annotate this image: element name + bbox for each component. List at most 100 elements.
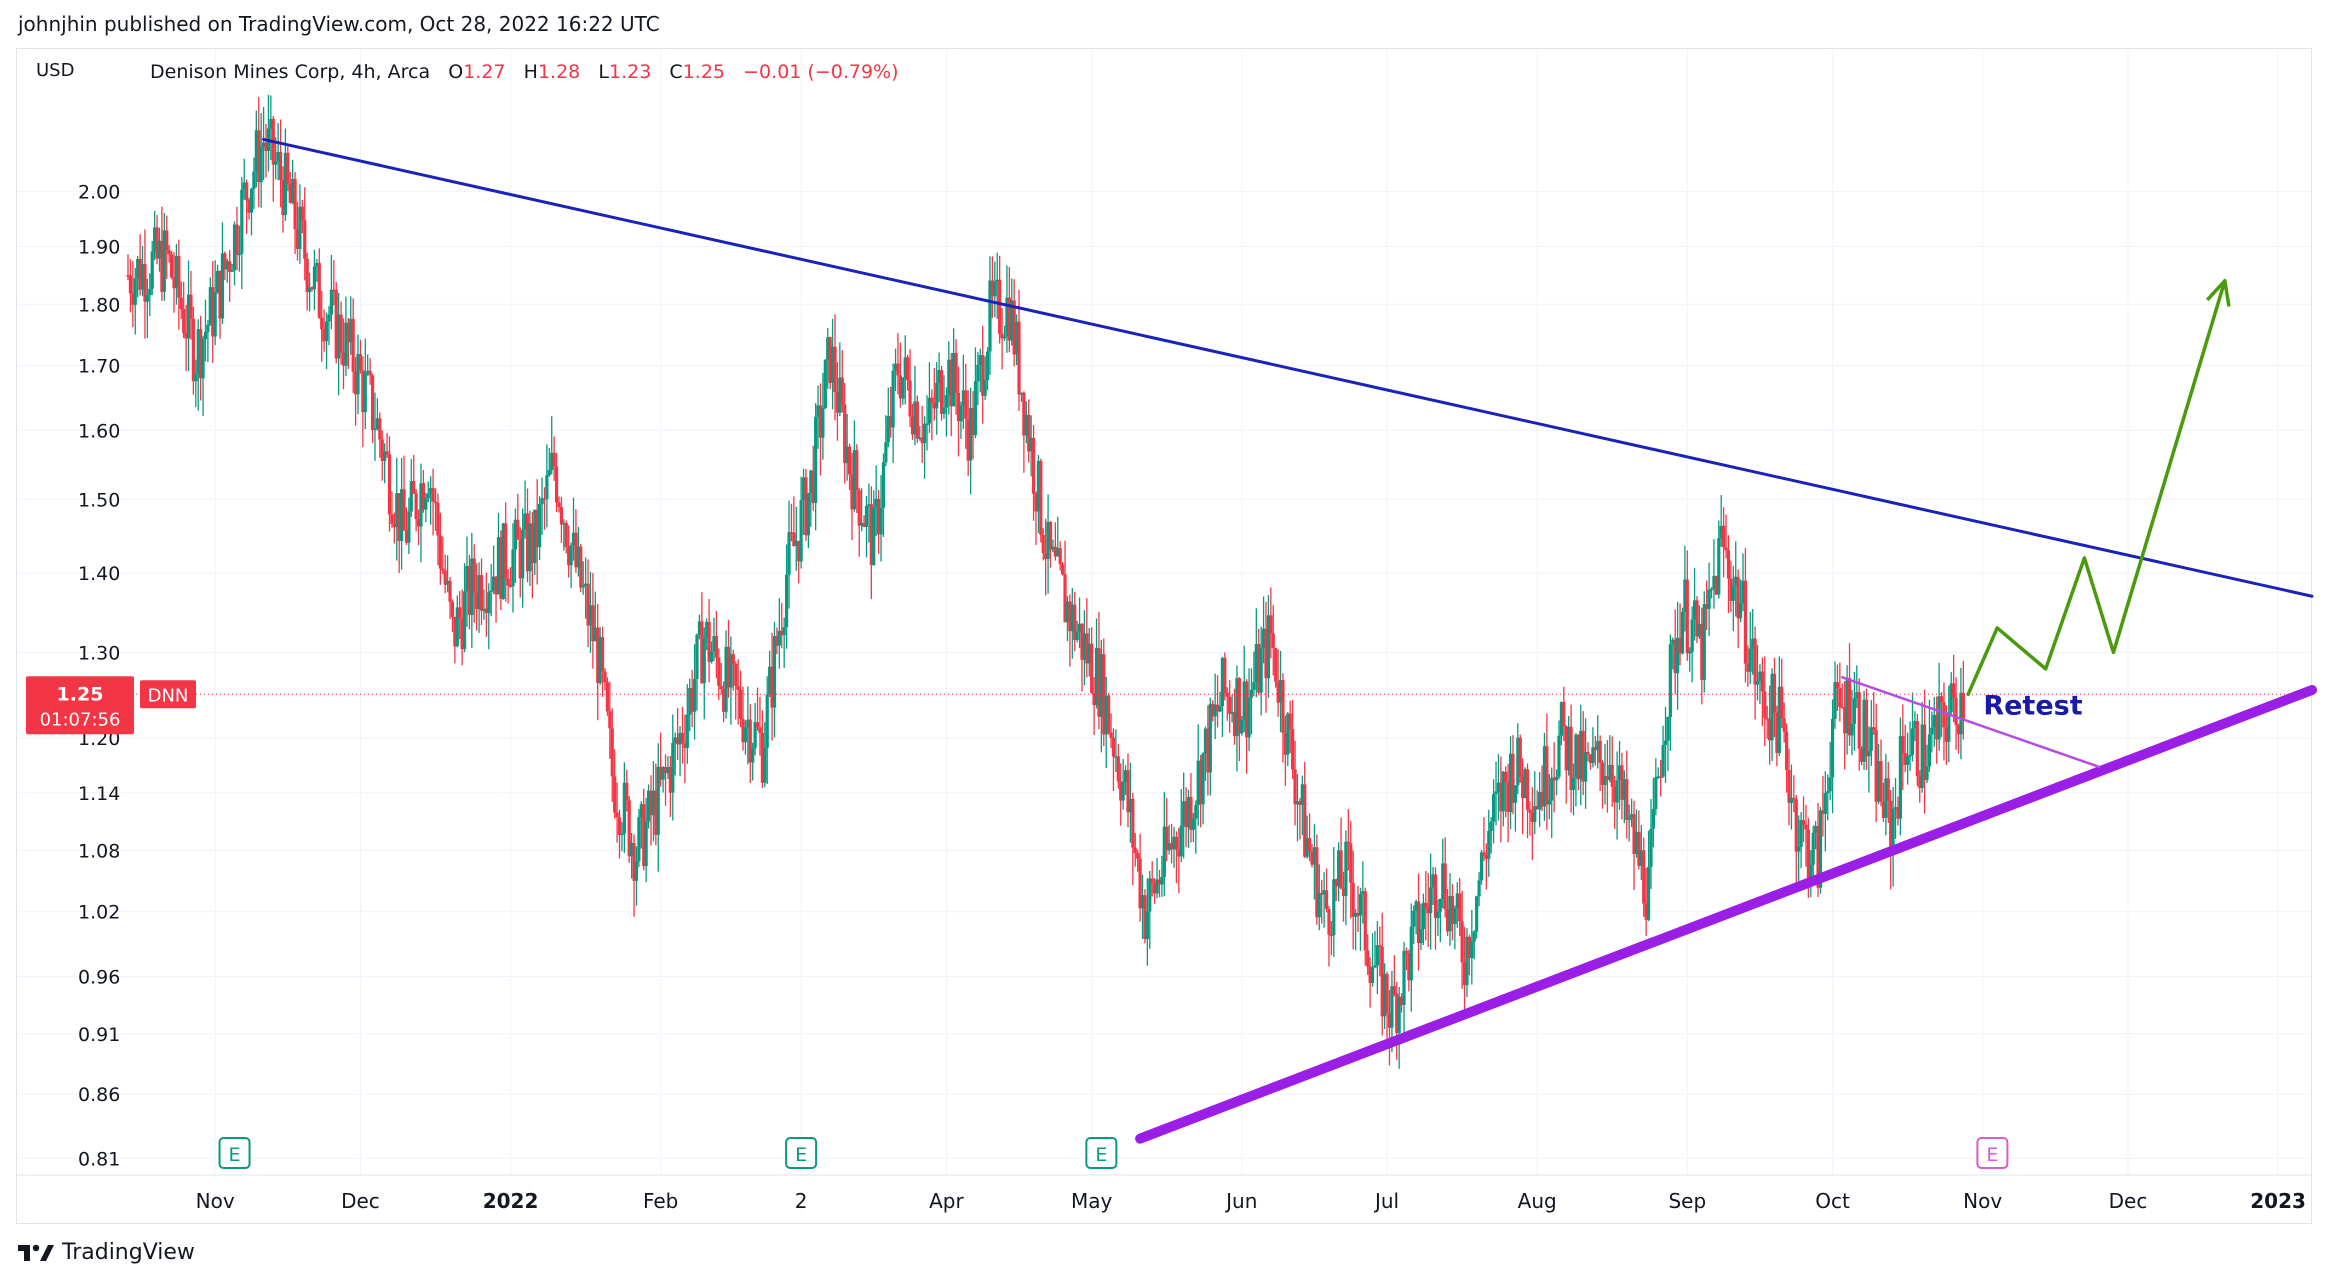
x-tick-label: 2023: [2250, 1189, 2306, 1213]
candle-body: [615, 812, 619, 818]
candle-body: [1051, 546, 1055, 550]
candle-body: [484, 608, 488, 614]
candle-body: [358, 354, 363, 371]
candle-body: [1419, 929, 1423, 944]
candle-body: [1545, 746, 1549, 805]
candle-body: [448, 580, 452, 602]
candle-body: [1690, 619, 1694, 652]
candle-body: [1533, 806, 1537, 823]
candle-body: [1922, 724, 1927, 780]
candle-body: [1327, 908, 1331, 935]
candle-body: [516, 519, 520, 540]
candle-body: [1862, 699, 1866, 762]
candle-body: [1387, 1013, 1392, 1028]
candle-body: [881, 462, 886, 508]
y-tick-label: 1.40: [78, 563, 120, 585]
candle-body: [419, 483, 423, 527]
candle-body: [1562, 701, 1566, 727]
chart-frame[interactable]: [16, 48, 2312, 1224]
candle-body: [1339, 850, 1343, 889]
footer-brand[interactable]: TradingView: [18, 1240, 195, 1265]
candle-body: [1068, 601, 1072, 632]
candle-body: [1126, 770, 1130, 813]
candle-body: [530, 523, 534, 564]
candle-body: [639, 804, 643, 818]
candle-body: [211, 287, 215, 337]
candle-body: [1094, 648, 1099, 706]
candle-body: [1344, 841, 1348, 897]
candle-body: [780, 630, 784, 636]
candle-body: [235, 224, 239, 255]
candle-body: [768, 666, 772, 695]
candle-body: [666, 767, 670, 774]
x-tick-label: Jun: [1224, 1189, 1257, 1213]
candle-body: [361, 370, 365, 413]
candle-body: [1920, 724, 1924, 788]
candle-body: [981, 355, 985, 396]
candle-body: [1375, 945, 1379, 966]
candle-body: [1513, 785, 1517, 803]
candle-body: [1261, 628, 1266, 648]
symbol-legend: Denison Mines Corp, 4h, Arca O1.27 H1.28…: [150, 61, 899, 83]
candle-body: [1015, 321, 1019, 355]
candle-body: [506, 578, 510, 586]
candle-body: [1625, 779, 1629, 820]
candle-body: [705, 621, 709, 639]
candle-body: [383, 451, 387, 462]
candle-body: [332, 289, 336, 292]
candle-body: [1680, 611, 1685, 654]
candle-body: [489, 590, 493, 593]
candle-body: [969, 408, 973, 461]
candle-body: [1729, 578, 1733, 601]
candle-body: [671, 742, 675, 793]
candle-body: [741, 718, 745, 743]
candle-body: [794, 540, 798, 546]
candle-body: [1530, 812, 1534, 823]
candle-body: [1044, 553, 1048, 560]
candle-body: [1056, 548, 1060, 557]
candle-body: [1784, 731, 1789, 771]
candle-body: [346, 322, 350, 343]
candle-body: [1746, 663, 1750, 672]
candle-body: [535, 509, 539, 548]
candle-body: [1642, 850, 1646, 904]
candle-body: [1596, 740, 1600, 751]
candle-body: [1295, 801, 1300, 805]
candle-body: [1407, 952, 1411, 981]
candle-body: [1257, 644, 1261, 693]
projection-path: [1966, 279, 2227, 697]
candle-body: [1816, 826, 1820, 888]
candle-body: [1772, 673, 1777, 713]
candle-body: [915, 401, 919, 439]
candle-body: [1053, 546, 1057, 557]
candle-body: [804, 477, 808, 536]
candle-body: [818, 405, 823, 438]
earnings-marker: [1085, 1137, 1118, 1169]
candle-body: [1252, 682, 1256, 690]
candle-body: [1913, 721, 1917, 729]
candle-body: [1278, 680, 1283, 703]
candle-body: [245, 182, 249, 201]
candle-body: [697, 621, 702, 635]
candle-body: [145, 295, 149, 302]
candle-body: [644, 821, 648, 867]
earnings-marker-label: E: [795, 1144, 807, 1166]
candle-body: [1119, 781, 1123, 801]
y-tick-label: 1.80: [78, 294, 120, 316]
candle-body: [1402, 950, 1406, 1006]
candle-body: [533, 509, 537, 564]
candle-body: [937, 370, 941, 383]
candle-body: [157, 240, 162, 259]
candle-body: [1525, 769, 1530, 810]
candle-body: [1228, 696, 1232, 714]
candle-body: [719, 685, 723, 690]
candle-body: [1000, 333, 1004, 339]
candle-body: [1426, 907, 1430, 914]
candle-body: [707, 621, 711, 662]
candle-body: [191, 318, 195, 382]
candle-body: [1879, 761, 1883, 802]
candle-body: [1482, 852, 1486, 856]
candle-body: [1310, 851, 1314, 865]
candle-body: [1770, 673, 1774, 741]
